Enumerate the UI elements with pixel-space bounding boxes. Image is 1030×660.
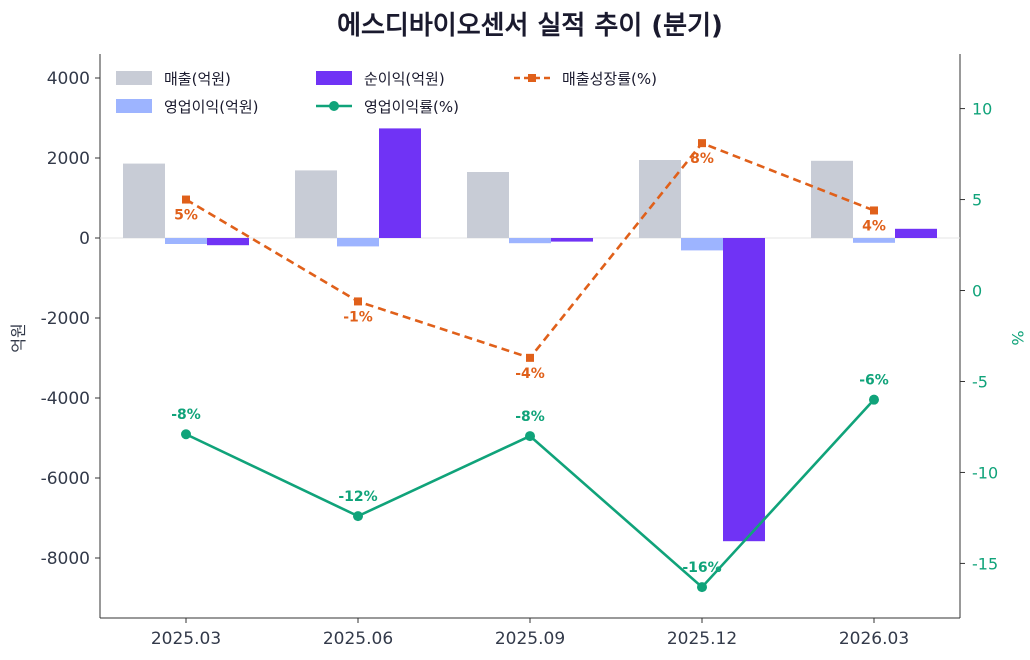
y-right-tick-label: -15 — [972, 554, 998, 573]
bar-매출억원 — [123, 163, 165, 238]
legend-label: 매출(억원) — [164, 70, 231, 88]
y-tick-label: -2000 — [41, 309, 90, 329]
legend-label: 순이익(억원) — [364, 70, 445, 88]
bar-순이익억원 — [551, 238, 593, 242]
line-영업이익률 — [185, 398, 875, 589]
point-marker — [354, 297, 362, 306]
y-right-tick-label: -10 — [972, 463, 998, 482]
y-tick-label: -8000 — [41, 549, 90, 569]
point-marker — [525, 431, 535, 442]
y-tick-label: 4000 — [47, 69, 90, 89]
y-tick-label: -6000 — [41, 469, 90, 489]
legend-marker — [528, 74, 536, 82]
y-right-tick-label: -5 — [972, 372, 988, 391]
bar-순이익억원 — [723, 238, 765, 542]
legend-label: 매출성장률(%) — [562, 70, 657, 88]
bar-영업이익억원 — [681, 238, 723, 251]
bar-영업이익억원 — [509, 238, 551, 244]
bar-순이익억원 — [379, 128, 421, 238]
bar-영업이익억원 — [853, 238, 895, 243]
x-tick-label: 2026.03 — [839, 629, 909, 649]
data-label: 8% — [690, 151, 714, 167]
x-tick-label: 2025.12 — [667, 629, 737, 649]
point-marker — [353, 511, 363, 522]
y-axis-right-label: % — [1008, 330, 1027, 345]
plot-area: -8000 -6000 -4000 -2000 0 2000 4000 -15 -10 -5 0 5 1… — [41, 54, 998, 649]
point-marker — [526, 353, 534, 362]
y-right-tick-label: 5 — [972, 191, 982, 210]
legend-swatch — [316, 71, 352, 85]
y-tick-label: 0 — [79, 229, 90, 249]
point-marker — [870, 206, 878, 215]
x-tick-label: 2025.06 — [323, 629, 393, 649]
line-매출성장률 — [185, 141, 875, 360]
y-right-tick-label: 10 — [972, 100, 992, 119]
chart-title: 에스디바이오센서 실적 추이 (분기) — [337, 11, 723, 41]
legend: 매출(억원) 순이익(억원) 매출성장률(%) 영업이익(억원) 영업이익률(%) — [116, 70, 657, 116]
data-label: 4% — [862, 218, 886, 234]
bar-순이익억원 — [895, 228, 937, 238]
point-marker — [869, 394, 879, 405]
legend-swatch — [116, 71, 152, 85]
point-marker — [181, 429, 191, 440]
bar-영업이익억원 — [165, 238, 207, 244]
data-label: -4% — [515, 366, 545, 382]
y-tick-label: 2000 — [47, 149, 90, 169]
legend-label: 영업이익(억원) — [164, 98, 259, 116]
x-tick-label: 2025.09 — [495, 629, 565, 649]
bar-매출억원 — [295, 170, 337, 238]
y-axis-label: 억원 — [9, 323, 28, 352]
data-label: -1% — [343, 309, 373, 325]
data-label: -12% — [338, 489, 377, 505]
point-marker — [698, 139, 706, 148]
point-marker — [697, 582, 707, 593]
point-marker — [182, 195, 190, 204]
legend-swatch — [116, 99, 152, 113]
bar-순이익억원 — [207, 238, 249, 246]
y-tick-label: -4000 — [41, 389, 90, 409]
y-right-tick-label: 0 — [972, 282, 982, 301]
legend-label: 영업이익률(%) — [364, 98, 459, 116]
bar-영업이익억원 — [337, 238, 379, 247]
data-label: -8% — [515, 409, 545, 425]
data-label: -8% — [171, 407, 201, 423]
x-tick-label: 2025.03 — [151, 629, 221, 649]
bar-매출억원 — [639, 160, 681, 238]
legend-marker — [329, 101, 339, 111]
data-label: -6% — [859, 373, 889, 389]
data-label: 5% — [174, 208, 198, 224]
data-label: -16% — [682, 560, 721, 576]
bar-매출억원 — [467, 172, 509, 238]
